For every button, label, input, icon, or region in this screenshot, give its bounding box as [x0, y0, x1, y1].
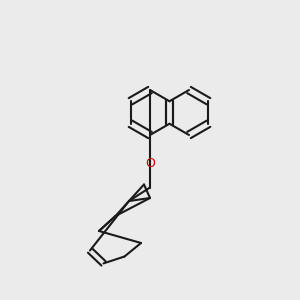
Text: O: O [145, 157, 155, 170]
